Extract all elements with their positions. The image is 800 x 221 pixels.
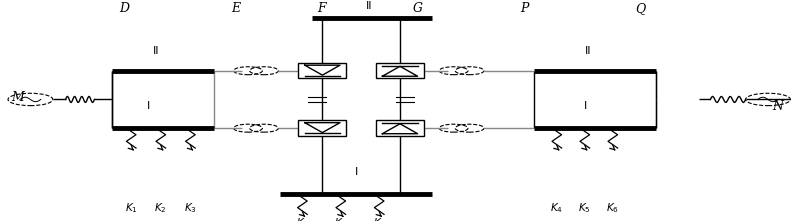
Text: D: D — [119, 2, 129, 15]
Text: I: I — [354, 167, 358, 177]
Text: P: P — [520, 2, 528, 15]
Text: $K_3$: $K_3$ — [184, 201, 197, 215]
Text: $K_6$: $K_6$ — [606, 201, 619, 215]
Text: $K_5$: $K_5$ — [578, 201, 591, 215]
Text: N: N — [772, 100, 783, 112]
Text: I: I — [584, 101, 587, 111]
Text: F: F — [318, 2, 326, 15]
Bar — [298, 63, 346, 78]
Text: G: G — [413, 2, 422, 15]
Text: $K_7$: $K_7$ — [296, 216, 309, 221]
Text: $K_9$: $K_9$ — [373, 216, 386, 221]
Text: $K_1$: $K_1$ — [125, 201, 138, 215]
Text: $K_2$: $K_2$ — [154, 201, 167, 215]
Text: Q: Q — [635, 2, 645, 15]
Text: $K_8$: $K_8$ — [334, 216, 347, 221]
Bar — [376, 63, 424, 78]
Bar — [376, 120, 424, 136]
Text: II: II — [366, 0, 373, 11]
Text: E: E — [231, 2, 241, 15]
Bar — [298, 120, 346, 136]
Text: M: M — [11, 91, 24, 104]
Text: I: I — [146, 101, 150, 111]
Text: $K_4$: $K_4$ — [550, 201, 563, 215]
Text: II: II — [585, 46, 591, 56]
Text: II: II — [153, 46, 159, 56]
